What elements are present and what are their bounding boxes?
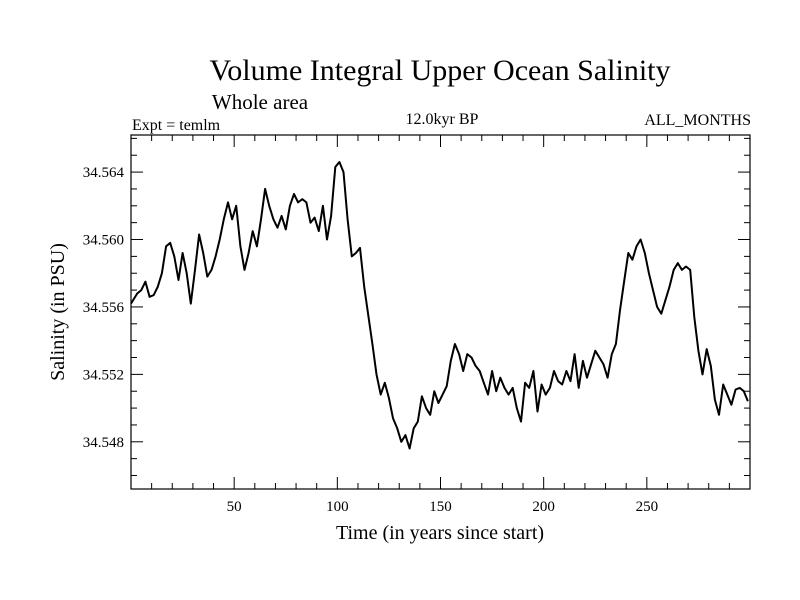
y-tick-label: 34.548 xyxy=(83,435,124,451)
period-label: 12.0kyr BP xyxy=(406,111,479,128)
x-tick-label: 250 xyxy=(636,499,659,515)
axis-ticks xyxy=(131,135,750,489)
months-label: ALL_MONTHS xyxy=(644,112,751,129)
x-axis-label: Time (in years since start) xyxy=(336,522,544,544)
plot-frame xyxy=(130,134,751,490)
y-tick-labels: 34.548 34.552 34.556 34.560 34.564 xyxy=(83,165,125,451)
x-tick-labels: 50 100 150 200 250 xyxy=(227,499,658,515)
x-tick-label: 100 xyxy=(326,499,349,515)
chart-title: Volume Integral Upper Ocean Salinity xyxy=(210,54,671,87)
y-tick-label: 34.564 xyxy=(83,165,125,181)
chart-subtitle: Whole area xyxy=(212,90,309,114)
y-tick-label: 34.552 xyxy=(83,367,124,383)
y-axis-label: Salinity (in PSU) xyxy=(47,243,69,381)
x-tick-label: 50 xyxy=(227,499,242,515)
salinity-series-line xyxy=(130,161,749,450)
y-tick-label: 34.556 xyxy=(83,300,125,316)
x-tick-label: 200 xyxy=(532,499,555,515)
x-tick-label: 150 xyxy=(429,499,452,515)
y-tick-label: 34.560 xyxy=(83,233,124,249)
experiment-label: Expt = temlm xyxy=(132,117,221,134)
